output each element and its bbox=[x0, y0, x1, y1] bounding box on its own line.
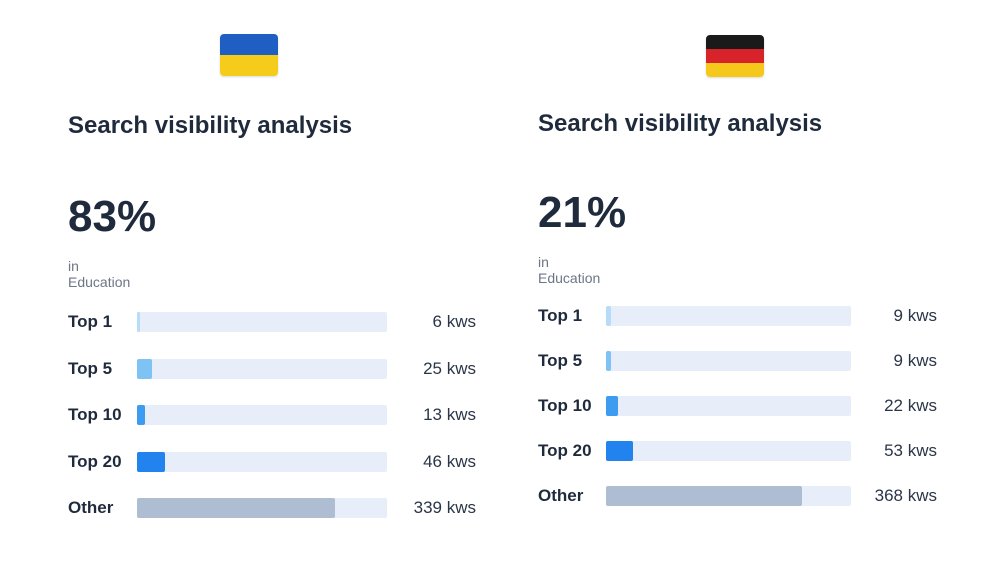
rank-row: Top 5 9 kws bbox=[538, 350, 958, 372]
rank-bar-fill bbox=[137, 358, 152, 379]
keyword-count: 46 kws bbox=[423, 451, 476, 471]
rank-row: Top 10 13 kws bbox=[68, 404, 488, 426]
rank-bar-track bbox=[137, 405, 387, 425]
rank-bar-fill bbox=[137, 312, 140, 332]
keyword-count: 22 kws bbox=[884, 396, 937, 415]
keyword-count: 9 kws bbox=[893, 306, 937, 325]
visibility-percent: 21% bbox=[538, 188, 627, 237]
keyword-count: 9 kws bbox=[893, 351, 937, 370]
rank-row: Top 5 25 kws bbox=[68, 358, 488, 380]
rank-row: Top 20 53 kws bbox=[538, 440, 958, 462]
ukraine-flag-icon bbox=[220, 34, 278, 76]
keyword-count: 6 kws bbox=[432, 312, 476, 331]
rank-row: Top 10 22 kws bbox=[538, 395, 958, 417]
rank-label: Top 10 bbox=[538, 396, 592, 415]
rank-bar-fill bbox=[137, 451, 165, 472]
rank-bar-track bbox=[606, 396, 851, 416]
rank-label: Top 5 bbox=[68, 358, 113, 378]
rank-label: Other bbox=[538, 486, 584, 505]
rank-row: Top 1 9 kws bbox=[538, 305, 958, 327]
rank-label: Top 20 bbox=[538, 441, 592, 460]
rank-bar-track bbox=[137, 358, 387, 379]
category-subtitle: in Education bbox=[68, 258, 131, 290]
rank-bar-track bbox=[137, 451, 387, 472]
rank-label: Top 1 bbox=[538, 306, 583, 325]
rank-row: Other 339 kws bbox=[68, 497, 488, 519]
rank-label: Top 1 bbox=[68, 312, 113, 331]
rank-bar-fill bbox=[606, 486, 802, 506]
rank-label: Top 10 bbox=[68, 405, 122, 424]
rank-row: Top 1 6 kws bbox=[68, 311, 488, 333]
rank-bar-fill bbox=[606, 351, 611, 371]
keyword-count: 339 kws bbox=[413, 498, 476, 517]
germany-flag-icon bbox=[706, 35, 764, 77]
keyword-count: 25 kws bbox=[423, 358, 476, 378]
rank-bar-fill bbox=[606, 306, 611, 326]
rank-bar-fill bbox=[137, 405, 145, 425]
rank-bar-track bbox=[606, 306, 851, 326]
category-subtitle: in Education bbox=[538, 254, 601, 286]
visibility-percent: 83% bbox=[68, 192, 157, 241]
rank-bar-track bbox=[606, 441, 851, 461]
rank-bar-track bbox=[606, 486, 851, 506]
rank-bar-track bbox=[606, 351, 851, 371]
rank-label: Top 20 bbox=[68, 451, 122, 471]
keyword-count: 13 kws bbox=[423, 405, 476, 424]
rank-row: Other 368 kws bbox=[538, 485, 958, 507]
rank-bar-fill bbox=[606, 441, 633, 461]
rank-label: Other bbox=[68, 498, 114, 517]
rank-bar-track bbox=[137, 312, 387, 332]
rank-bar-track bbox=[137, 498, 387, 518]
rank-bar-fill bbox=[606, 396, 619, 416]
panel-title: Search visibility analysis bbox=[538, 110, 823, 137]
keyword-count: 368 kws bbox=[874, 486, 937, 505]
rank-row: Top 20 46 kws bbox=[68, 451, 488, 473]
rank-bar-fill bbox=[137, 498, 335, 518]
keyword-count: 53 kws bbox=[884, 441, 937, 460]
panel-title: Search visibility analysis bbox=[68, 112, 353, 139]
rank-label: Top 5 bbox=[538, 351, 583, 370]
